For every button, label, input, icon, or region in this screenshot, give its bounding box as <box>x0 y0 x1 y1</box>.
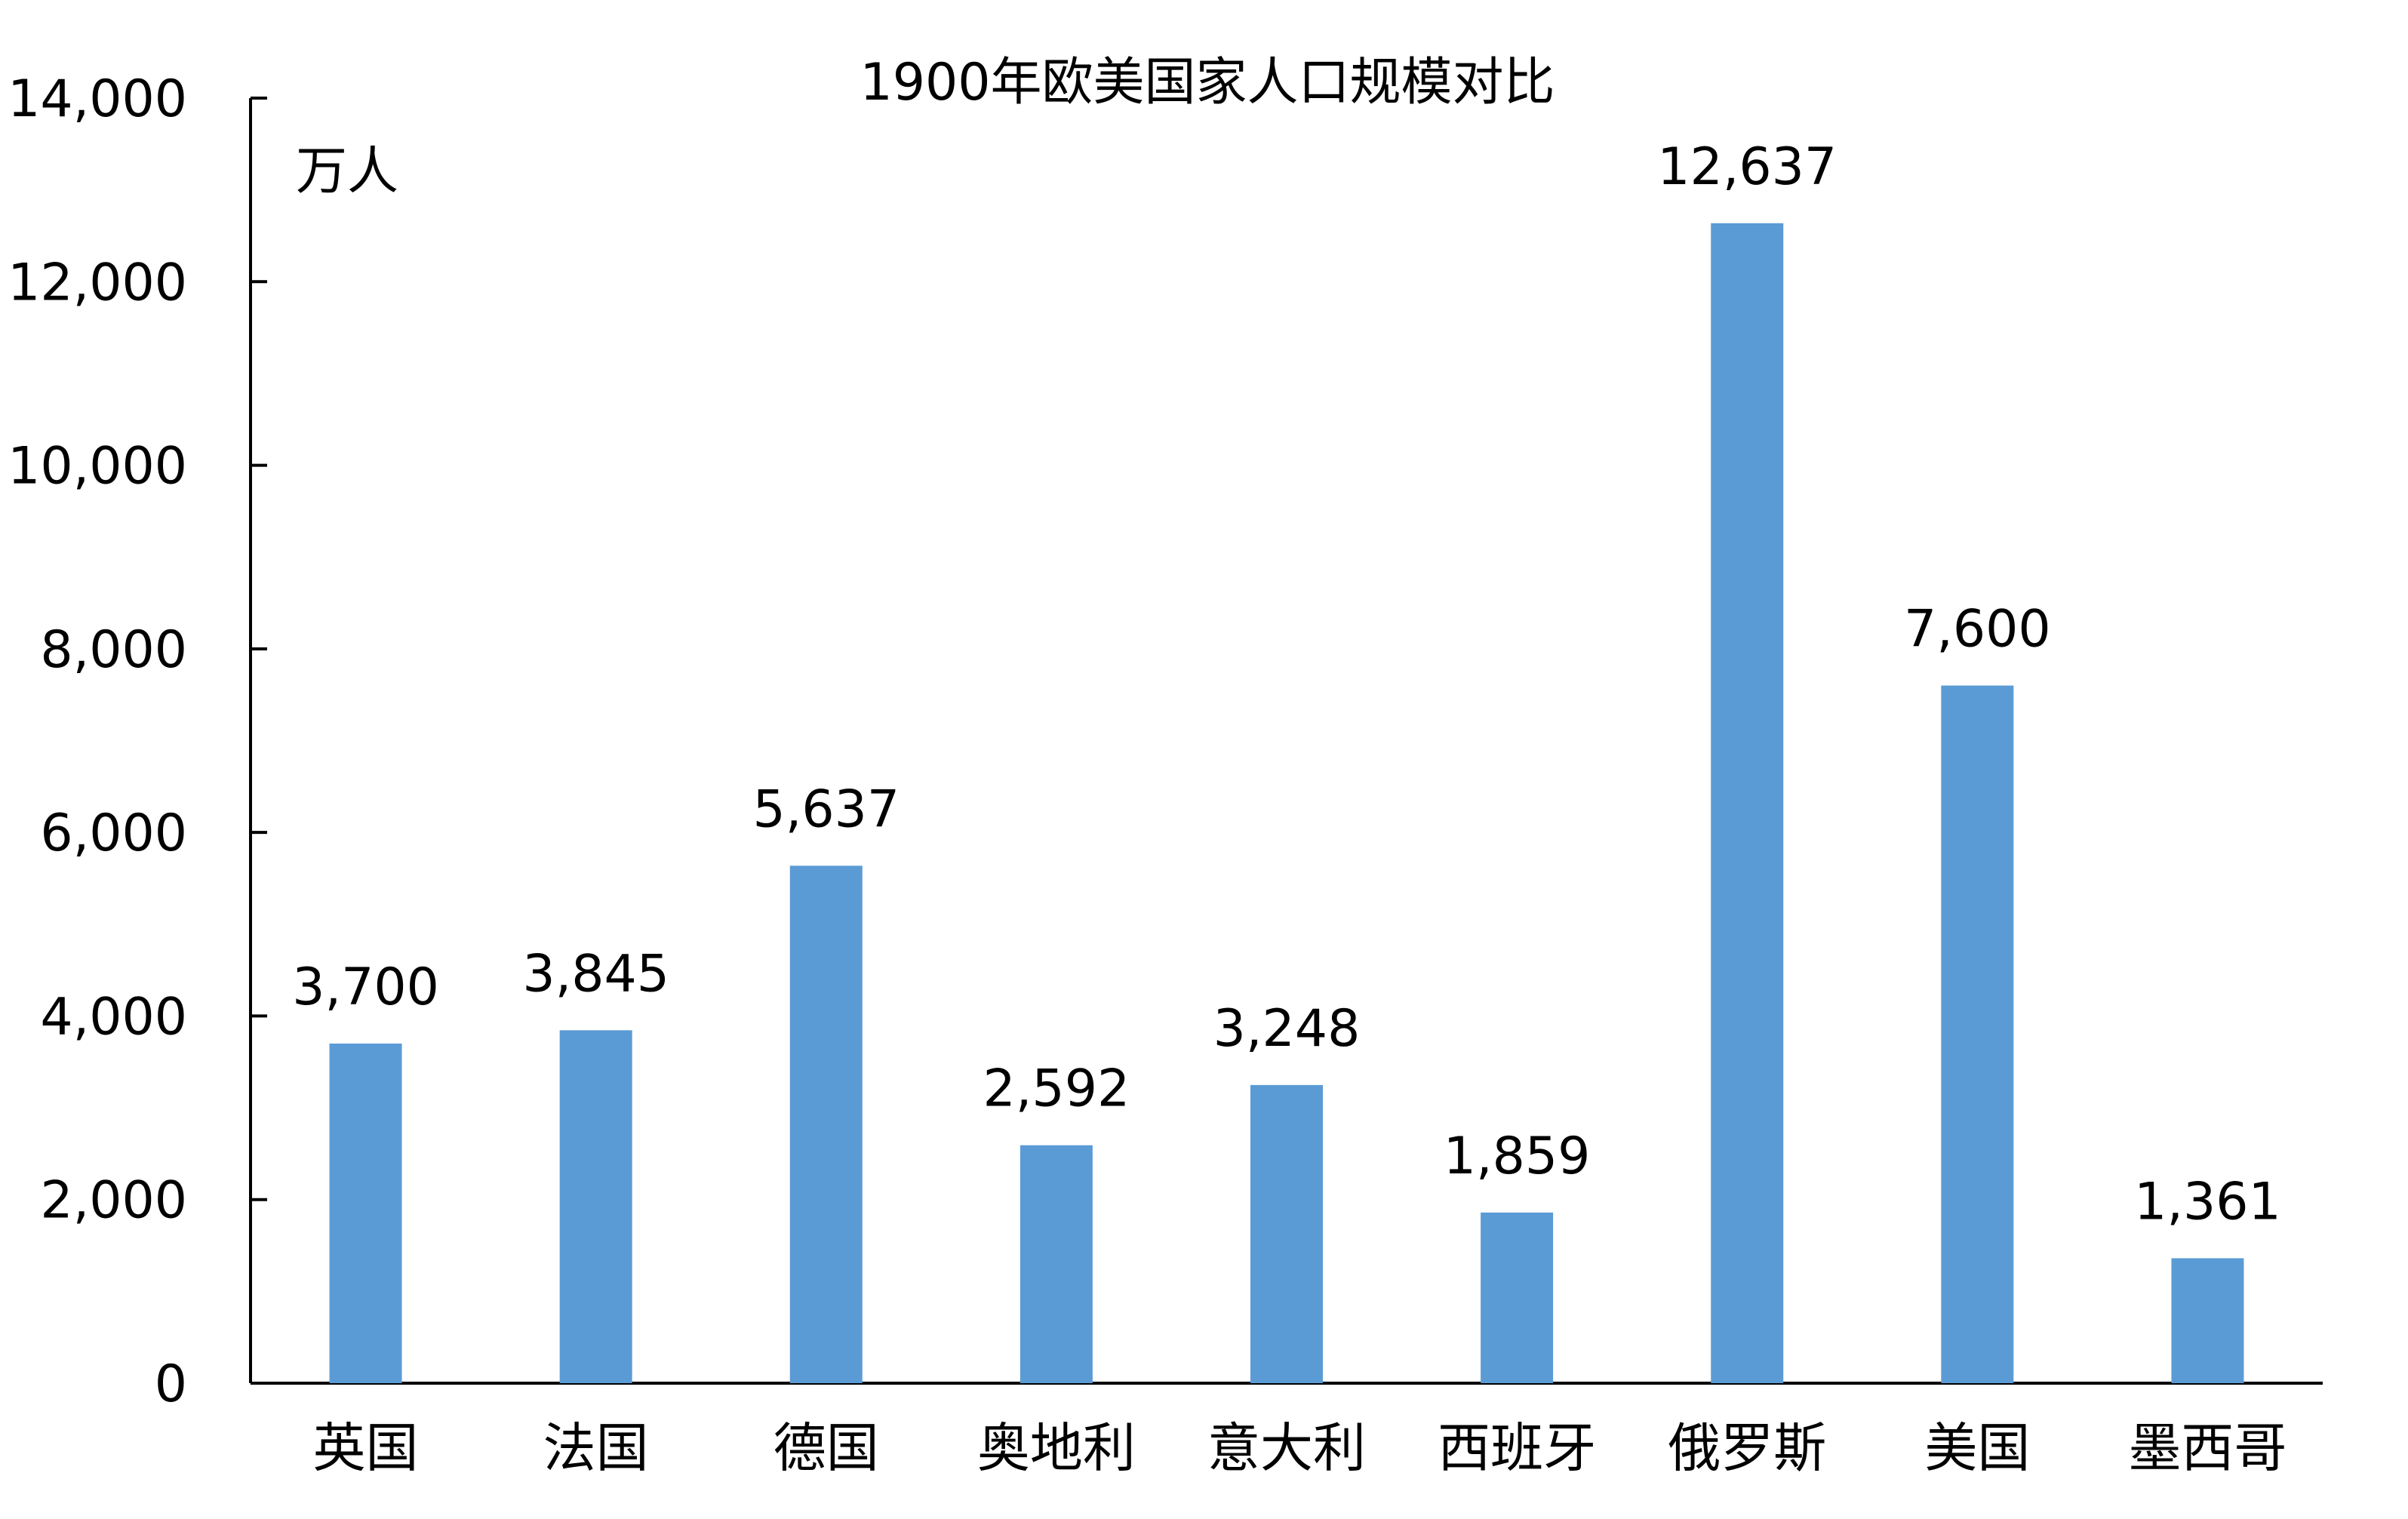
data-label-6: 12,637 <box>1657 137 1837 197</box>
bar-7 <box>1941 685 2014 1383</box>
y-tick-label: 14,000 <box>8 69 187 129</box>
x-category-label-1: 法国 <box>543 1417 649 1479</box>
x-category-label-0: 英国 <box>313 1417 419 1479</box>
labels-layer: 3,700 英国 3,845 法国 5,637 德国 2,592 奥地利 3,248 意大利 1,8… <box>292 137 2287 1479</box>
x-category-label-7: 美国 <box>1924 1417 2030 1479</box>
y-tick-label: 0 <box>155 1354 187 1414</box>
bar-3 <box>1019 1145 1093 1383</box>
bars-layer <box>329 223 2244 1384</box>
data-label-1: 3,845 <box>522 944 669 1004</box>
data-label-7: 7,600 <box>1904 600 2051 660</box>
x-category-label-6: 俄罗斯 <box>1668 1417 1826 1479</box>
bar-1 <box>559 1030 632 1383</box>
y-tick-label: 6,000 <box>40 804 187 863</box>
chart-title: 1900年欧美国家人口规模对比 <box>860 53 1555 112</box>
x-category-label-3: 奥地利 <box>977 1417 1136 1479</box>
data-label-4: 3,248 <box>1213 999 1361 1059</box>
bar-2 <box>789 866 863 1383</box>
y-tick-label: 8,000 <box>40 620 187 680</box>
bar-6 <box>1711 223 1784 1384</box>
data-label-5: 1,859 <box>1444 1127 1591 1186</box>
x-category-label-5: 西班牙 <box>1438 1417 1596 1479</box>
y-tick-label: 2,000 <box>40 1171 187 1231</box>
y-unit-label: 万人 <box>296 142 398 201</box>
bar-0 <box>329 1043 402 1383</box>
x-category-label-8: 墨西哥 <box>2128 1417 2287 1479</box>
axes-layer: 0 2,000 4,000 6,000 8,000 10,000 12,000 14,000 <box>8 69 2323 1414</box>
data-label-8: 1,361 <box>2134 1172 2281 1231</box>
y-tick-label: 10,000 <box>8 437 187 497</box>
y-tick-label: 4,000 <box>40 987 187 1047</box>
y-tick-label: 12,000 <box>8 253 187 312</box>
data-label-2: 5,637 <box>752 779 900 839</box>
x-category-label-4: 意大利 <box>1207 1417 1366 1479</box>
data-label-3: 2,592 <box>983 1059 1130 1119</box>
bar-4 <box>1250 1084 1323 1383</box>
data-label-0: 3,700 <box>292 958 439 1017</box>
x-category-label-2: 德国 <box>773 1417 879 1479</box>
bar-8 <box>2171 1258 2244 1383</box>
bar-5 <box>1481 1212 1554 1383</box>
